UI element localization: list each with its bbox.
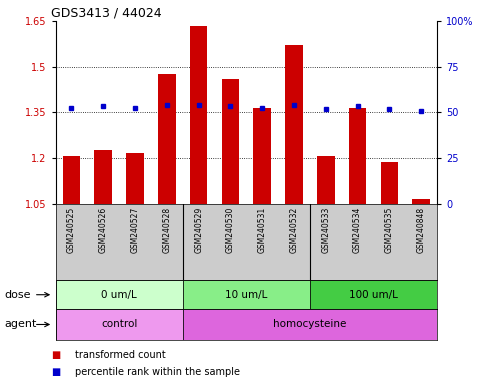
Bar <box>310 280 437 309</box>
Text: percentile rank within the sample: percentile rank within the sample <box>75 367 240 377</box>
Bar <box>56 280 183 309</box>
Bar <box>222 79 239 204</box>
Text: ■: ■ <box>51 367 60 377</box>
Text: GSM240531: GSM240531 <box>258 207 267 253</box>
Text: 100 um/L: 100 um/L <box>349 290 398 300</box>
Text: dose: dose <box>5 290 31 300</box>
Bar <box>190 26 207 204</box>
Text: 10 um/L: 10 um/L <box>225 290 268 300</box>
Text: GSM240533: GSM240533 <box>321 207 330 253</box>
Bar <box>126 153 144 204</box>
Text: transformed count: transformed count <box>75 350 166 360</box>
Text: GDS3413 / 44024: GDS3413 / 44024 <box>51 6 161 19</box>
Bar <box>317 156 335 204</box>
Text: GSM240526: GSM240526 <box>99 207 108 253</box>
Bar <box>254 108 271 204</box>
Bar <box>158 74 176 204</box>
Bar <box>381 162 398 204</box>
Text: GSM240532: GSM240532 <box>289 207 298 253</box>
Text: GSM240535: GSM240535 <box>385 207 394 253</box>
Text: homocysteine: homocysteine <box>273 319 347 329</box>
Text: control: control <box>101 319 137 329</box>
Text: GSM240525: GSM240525 <box>67 207 76 253</box>
Text: GSM240527: GSM240527 <box>130 207 140 253</box>
Bar <box>183 309 437 340</box>
Bar <box>285 45 303 204</box>
Text: GSM240528: GSM240528 <box>162 207 171 253</box>
Text: GSM240529: GSM240529 <box>194 207 203 253</box>
Text: GSM240534: GSM240534 <box>353 207 362 253</box>
Text: agent: agent <box>5 319 37 329</box>
Bar <box>183 280 310 309</box>
Bar <box>412 199 430 204</box>
Text: GSM240848: GSM240848 <box>417 207 426 253</box>
Bar <box>95 150 112 204</box>
Bar <box>63 156 80 204</box>
Text: ■: ■ <box>51 350 60 360</box>
Text: 0 um/L: 0 um/L <box>101 290 137 300</box>
Text: GSM240530: GSM240530 <box>226 207 235 253</box>
Bar <box>56 309 183 340</box>
Bar <box>349 108 367 204</box>
